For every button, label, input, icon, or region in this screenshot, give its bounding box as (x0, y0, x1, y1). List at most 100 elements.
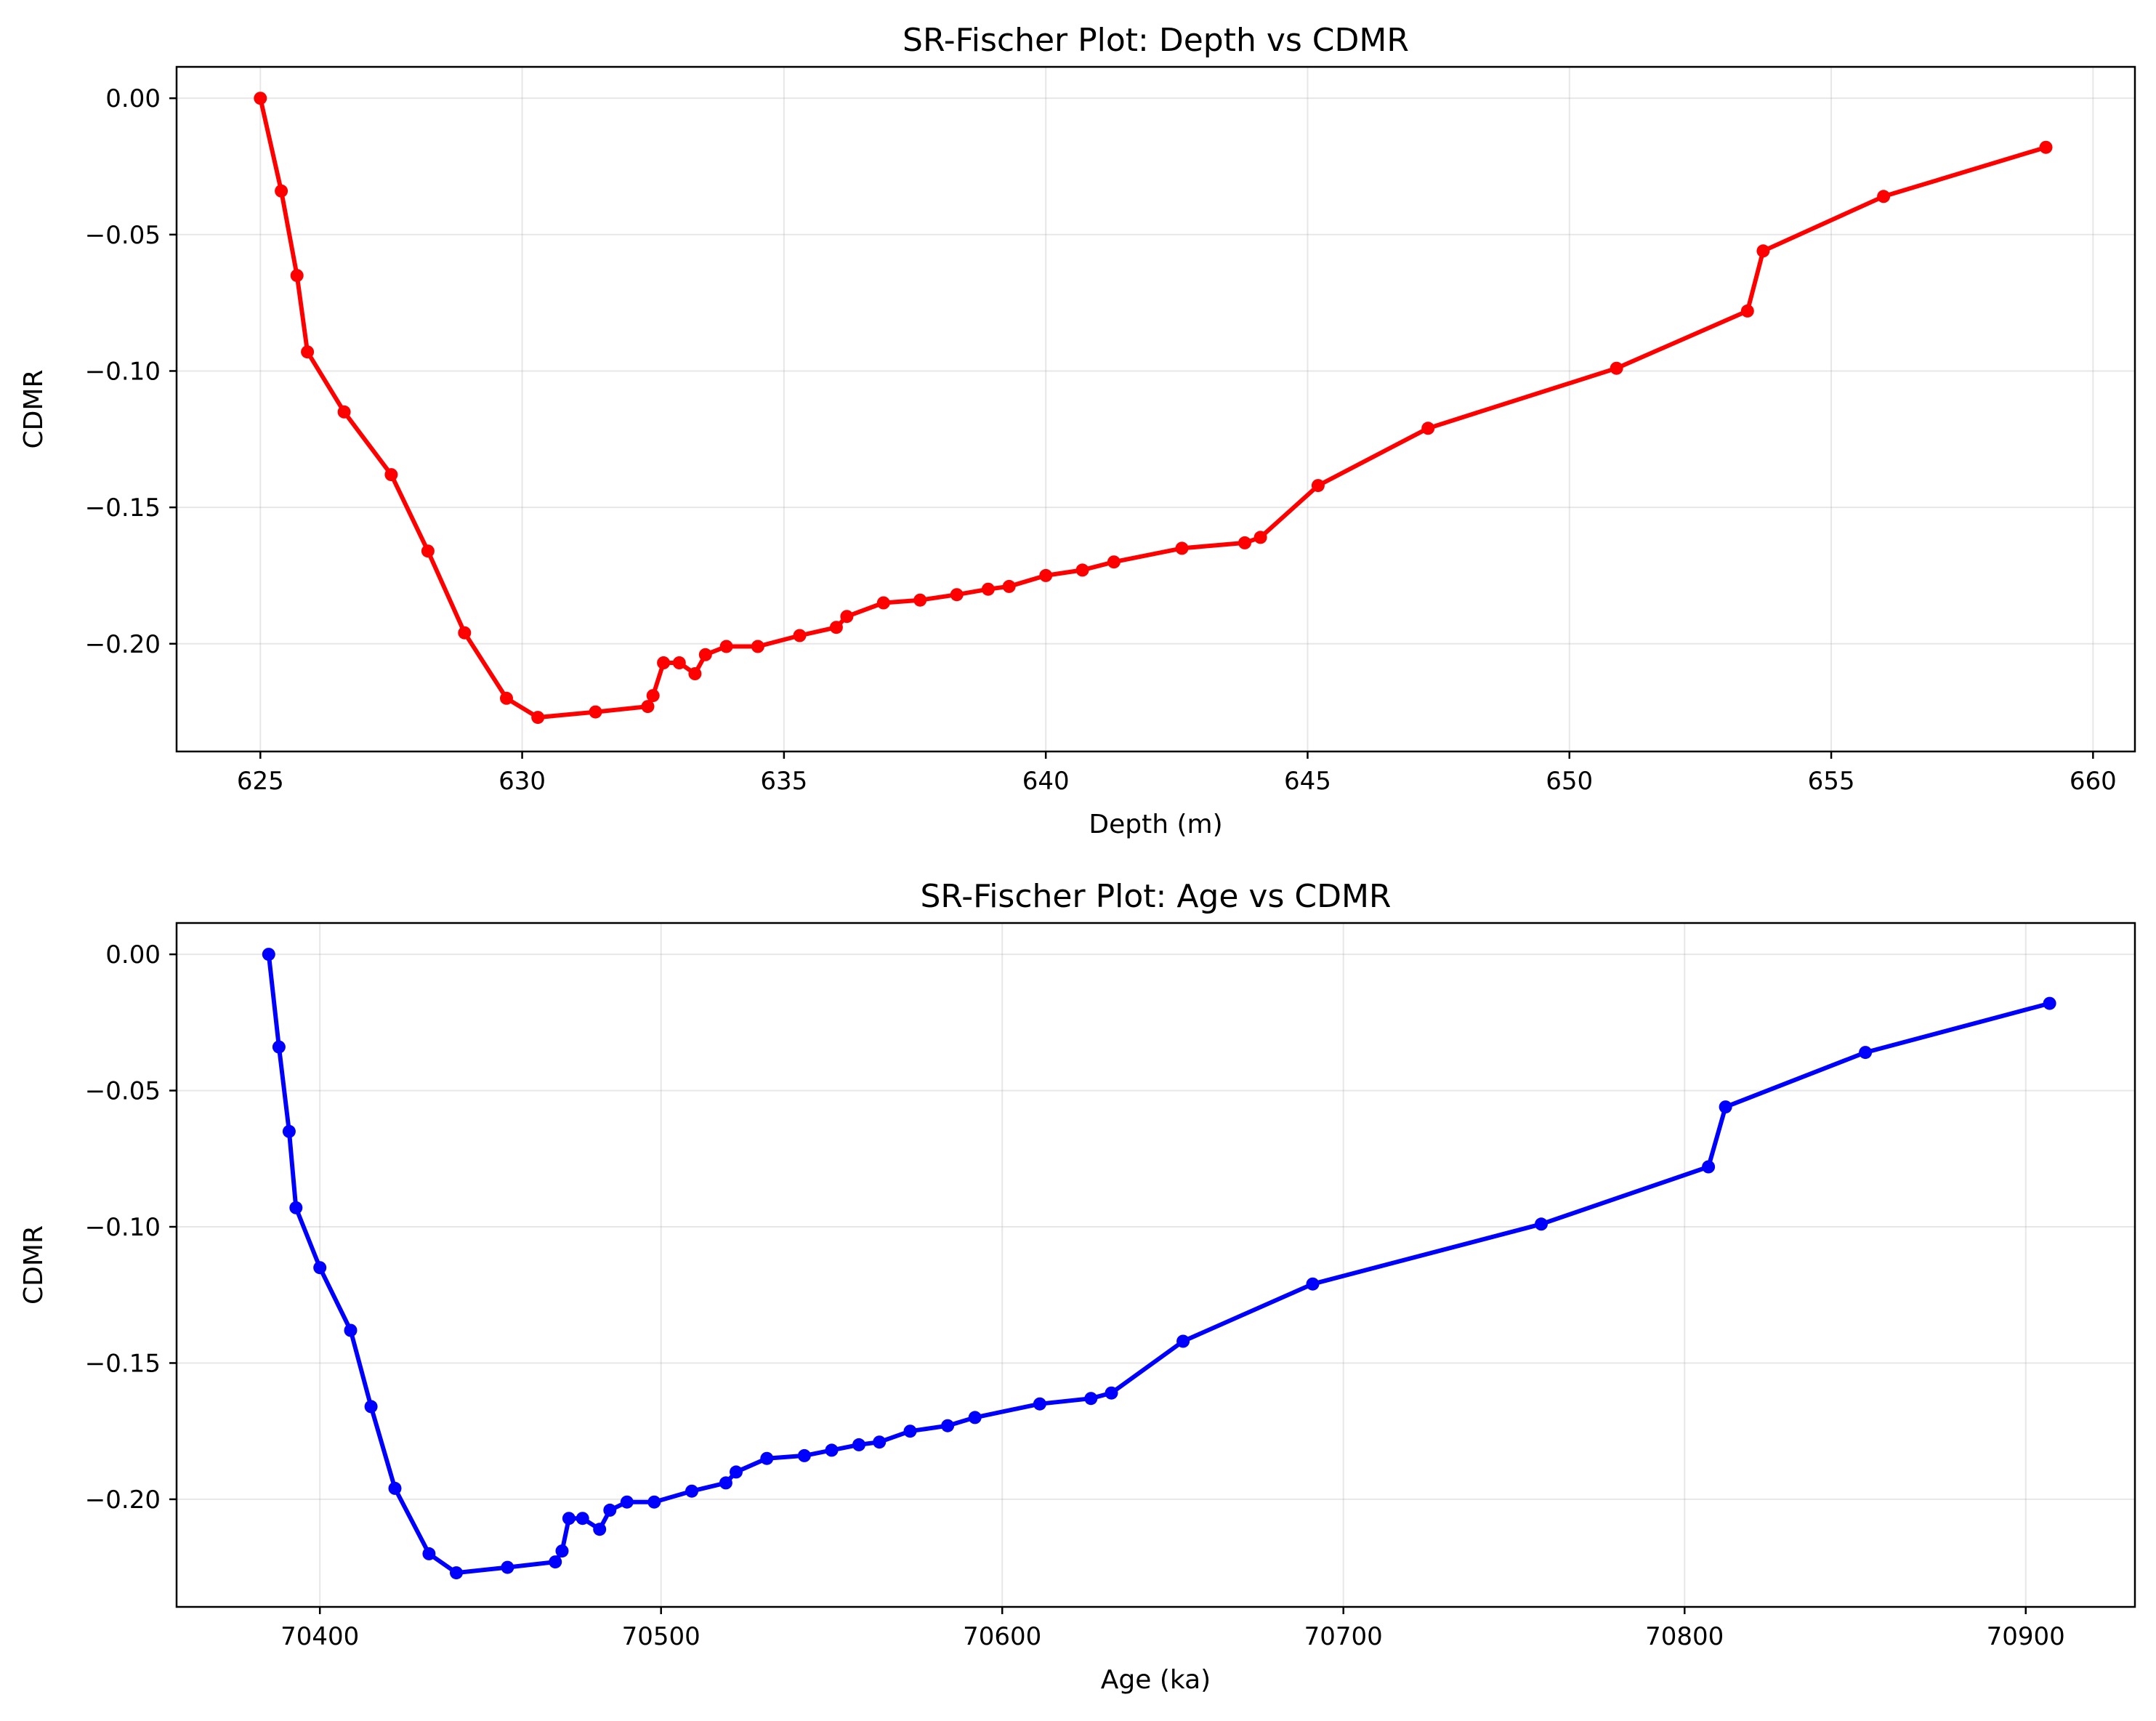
data-point (450, 1566, 463, 1580)
data-point (797, 1448, 811, 1462)
x-tick-label: 70400 (280, 1622, 359, 1651)
data-point (562, 1512, 576, 1525)
x-tick-label: 70900 (1987, 1622, 2065, 1651)
data-point (1039, 568, 1053, 582)
data-point (751, 640, 764, 653)
data-point (576, 1512, 589, 1525)
data-point (719, 640, 733, 653)
x-tick-label: 70700 (1304, 1622, 1383, 1651)
x-tick-label: 660 (2070, 767, 2117, 796)
data-point (289, 1201, 303, 1214)
data-point (688, 667, 702, 680)
x-tick-label: 625 (237, 767, 284, 796)
data-point (1075, 563, 1089, 577)
data-point (262, 948, 275, 962)
data-point (1610, 361, 1623, 375)
data-point (941, 1419, 955, 1432)
data-point (672, 656, 686, 669)
data-point (313, 1261, 327, 1275)
data-point (719, 1476, 732, 1490)
y-tick-label: −0.05 (85, 221, 161, 250)
x-tick-label: 70600 (963, 1622, 1041, 1651)
grid (177, 67, 2135, 751)
data-point (913, 593, 927, 607)
data-point (647, 1495, 661, 1509)
data-point (852, 1438, 865, 1451)
data-point (760, 1451, 774, 1465)
data-point (603, 1503, 617, 1517)
data-point (1859, 1046, 1873, 1060)
data-point (422, 1547, 436, 1560)
data-point (500, 691, 513, 705)
data-point (458, 626, 472, 640)
data-point (641, 700, 655, 714)
data-point (1702, 1160, 1716, 1174)
axes-frame (175, 65, 2136, 753)
data-point (589, 705, 602, 719)
data-point (1084, 1392, 1098, 1406)
x-tick-label: 640 (1022, 767, 1070, 796)
y-axis-ticks: 0.00 −0.05 −0.10 −0.15 −0.20 (85, 940, 177, 1515)
data-point (1238, 536, 1251, 549)
data-point (421, 544, 435, 558)
x-tick-label: 645 (1284, 767, 1331, 796)
data-point (384, 468, 398, 482)
data-point (275, 184, 288, 198)
y-tick-label: −0.20 (85, 1486, 161, 1515)
data-point (1535, 1217, 1548, 1231)
y-tick-label: −0.05 (85, 1077, 161, 1106)
y-tick-label: −0.15 (85, 1349, 161, 1378)
y-axis-ticks: 0.00 −0.05 −0.10 −0.15 −0.20 (85, 84, 177, 659)
y-tick-label: −0.20 (85, 630, 161, 659)
y-tick-label: 0.00 (105, 940, 161, 970)
data-point (1253, 531, 1267, 544)
data-point (344, 1323, 358, 1337)
data-point (2039, 140, 2053, 154)
data-point (272, 1040, 286, 1054)
data-point (2043, 996, 2056, 1010)
data-point (254, 92, 267, 105)
data-point (290, 269, 304, 283)
x-tick-label: 70800 (1645, 1622, 1724, 1651)
x-axis-label: Depth (m) (1089, 810, 1222, 839)
data-point (698, 648, 712, 661)
data-point (968, 1411, 982, 1424)
data-point (1306, 1277, 1320, 1291)
data-point (1740, 304, 1754, 318)
chart-depth-vs-cdmr: SR-Fischer Plot: Depth vs CDMR 625 630 635… (19, 22, 2136, 839)
y-tick-label: −0.15 (85, 493, 161, 523)
data-point (981, 582, 995, 596)
data-point (501, 1560, 514, 1574)
series-line-group (266, 952, 2052, 1576)
series-points (262, 948, 2056, 1580)
data-point (388, 1481, 402, 1495)
data-point (301, 345, 315, 359)
y-axis-label: CDMR (19, 1225, 49, 1305)
series-points (254, 92, 2053, 725)
data-point (657, 656, 671, 669)
data-point (1107, 555, 1121, 569)
data-point (593, 1523, 607, 1536)
data-point (825, 1443, 839, 1457)
y-tick-label: 0.00 (105, 84, 161, 113)
y-tick-label: −0.10 (85, 357, 161, 386)
data-point (950, 588, 964, 602)
axes-frame (175, 922, 2136, 1608)
x-tick-label: 70500 (622, 1622, 701, 1651)
x-axis-ticks: 625 630 635 640 645 650 655 660 (237, 751, 2117, 796)
y-tick-label: −0.10 (85, 1213, 161, 1242)
data-point (1175, 541, 1189, 555)
series-line-group (258, 96, 2048, 720)
data-point (282, 1124, 296, 1138)
x-tick-label: 630 (498, 767, 546, 796)
data-point (903, 1424, 917, 1438)
chart-title: SR-Fischer Plot: Depth vs CDMR (903, 22, 1409, 59)
data-point (1176, 1334, 1190, 1348)
data-point (1033, 1397, 1046, 1411)
data-point (1756, 244, 1770, 258)
data-point (337, 405, 351, 419)
data-point (620, 1495, 634, 1509)
data-point (685, 1484, 698, 1498)
data-point (876, 596, 890, 610)
